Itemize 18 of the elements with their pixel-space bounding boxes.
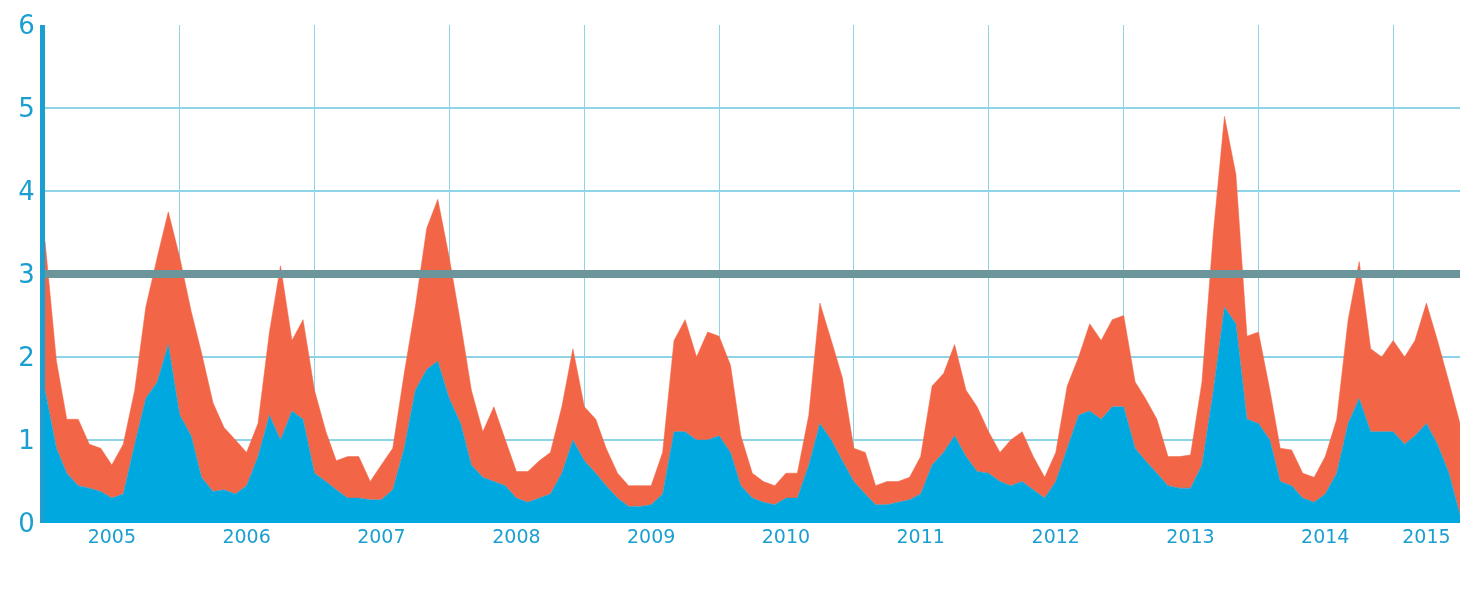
x-tick-label: 2006 bbox=[222, 525, 271, 547]
y-tick-label: 1 bbox=[18, 425, 35, 456]
y-tick-label: 4 bbox=[18, 176, 35, 207]
x-tick-label: 2005 bbox=[87, 525, 136, 547]
y-tick-label: 0 bbox=[18, 508, 35, 539]
x-tick-label: 2013 bbox=[1166, 525, 1215, 547]
y-tick-label: 5 bbox=[18, 93, 35, 124]
x-tick-label: 2012 bbox=[1031, 525, 1080, 547]
y-tick-label: 3 bbox=[18, 259, 35, 290]
y-tick-label: 6 bbox=[18, 10, 35, 41]
x-tick-label: 2007 bbox=[357, 525, 406, 547]
x-tick-label: 2009 bbox=[626, 525, 676, 547]
x-tick-label: 2015 bbox=[1402, 525, 1451, 547]
x-tick-label: 2008 bbox=[492, 525, 541, 547]
x-tick-label: 2010 bbox=[761, 525, 811, 547]
x-tick-label: 2011 bbox=[896, 525, 945, 547]
y-tick-label: 2 bbox=[18, 342, 35, 373]
x-tick-label: 2014 bbox=[1301, 525, 1350, 547]
